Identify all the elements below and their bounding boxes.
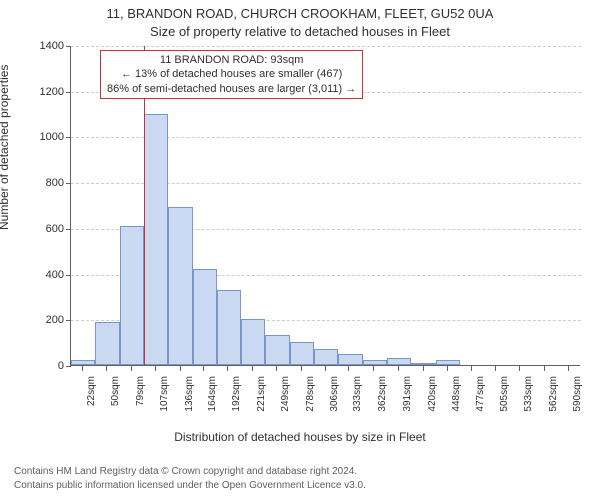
chart-title-address: 11, BRANDON ROAD, CHURCH CROOKHAM, FLEET… [0, 6, 600, 21]
annotation-box: 11 BRANDON ROAD: 93sqm ← 13% of detached… [100, 50, 363, 99]
histogram-bar [95, 322, 119, 365]
x-tick-mark [227, 366, 228, 371]
x-axis-label: Distribution of detached houses by size … [0, 430, 600, 444]
y-tick-label: 400 [24, 269, 64, 281]
x-tick-label: 221sqm [256, 376, 267, 436]
histogram-bar [144, 114, 168, 365]
histogram-bar [241, 319, 265, 365]
annotation-line3: 86% of semi-detached houses are larger (… [107, 82, 356, 96]
x-tick-mark [519, 366, 520, 371]
y-tick-mark [66, 320, 71, 321]
x-tick-label: 306sqm [329, 376, 340, 436]
histogram-bar [314, 349, 338, 365]
x-tick-label: 590sqm [572, 376, 583, 436]
histogram-bar [363, 360, 387, 365]
chart-container: 11, BRANDON ROAD, CHURCH CROOKHAM, FLEET… [0, 0, 600, 500]
histogram-bar [290, 342, 314, 365]
y-tick-label: 800 [24, 177, 64, 189]
x-tick-mark [325, 366, 326, 371]
histogram-bar [71, 360, 95, 365]
chart-title-description: Size of property relative to detached ho… [0, 24, 600, 39]
x-ticks: 22sqm50sqm79sqm107sqm136sqm164sqm192sqm2… [70, 366, 580, 426]
x-tick-label: 448sqm [451, 376, 462, 436]
x-tick-label: 420sqm [427, 376, 438, 436]
x-tick-mark [82, 366, 83, 371]
x-tick-mark [471, 366, 472, 371]
histogram-bar [193, 269, 217, 365]
x-tick-mark [447, 366, 448, 371]
x-tick-label: 391sqm [402, 376, 413, 436]
y-tick-label: 600 [24, 223, 64, 235]
histogram-bar [436, 360, 460, 365]
y-tick-label: 1200 [24, 86, 64, 98]
y-axis-label: Number of detached properties [0, 65, 11, 230]
y-tick-mark [66, 46, 71, 47]
y-tick-label: 1000 [24, 131, 64, 143]
histogram-bar [411, 363, 435, 365]
y-tick-label: 1400 [24, 40, 64, 52]
x-tick-label: 562sqm [548, 376, 559, 436]
x-tick-label: 249sqm [280, 376, 291, 436]
x-tick-label: 107sqm [159, 376, 170, 436]
gridline [71, 46, 581, 47]
x-tick-label: 50sqm [110, 376, 121, 436]
y-tick-label: 200 [24, 314, 64, 326]
x-tick-label: 333sqm [352, 376, 363, 436]
x-tick-mark [568, 366, 569, 371]
x-tick-label: 278sqm [305, 376, 316, 436]
y-tick-mark [66, 275, 71, 276]
x-tick-mark [423, 366, 424, 371]
y-tick-label: 0 [24, 360, 64, 372]
x-tick-mark [276, 366, 277, 371]
x-tick-label: 79sqm [135, 376, 146, 436]
annotation-line2: ← 13% of detached houses are smaller (46… [107, 67, 356, 81]
x-tick-mark [495, 366, 496, 371]
x-tick-label: 362sqm [377, 376, 388, 436]
x-tick-mark [203, 366, 204, 371]
x-tick-mark [106, 366, 107, 371]
x-tick-label: 505sqm [499, 376, 510, 436]
histogram-bar [338, 354, 362, 365]
x-tick-mark [544, 366, 545, 371]
histogram-bar [168, 207, 192, 365]
x-tick-mark [373, 366, 374, 371]
x-tick-mark [155, 366, 156, 371]
x-tick-mark [301, 366, 302, 371]
y-tick-mark [66, 229, 71, 230]
annotation-line1: 11 BRANDON ROAD: 93sqm [107, 53, 356, 67]
x-tick-label: 477sqm [475, 376, 486, 436]
footer-attribution: Contains HM Land Registry data © Crown c… [14, 465, 366, 492]
y-tick-mark [66, 183, 71, 184]
x-tick-label: 533sqm [523, 376, 534, 436]
x-tick-mark [348, 366, 349, 371]
x-tick-mark [398, 366, 399, 371]
x-tick-label: 136sqm [184, 376, 195, 436]
y-tick-mark [66, 92, 71, 93]
histogram-bar [217, 290, 241, 365]
footer-line1: Contains HM Land Registry data © Crown c… [14, 465, 366, 479]
x-tick-mark [180, 366, 181, 371]
histogram-bar [120, 226, 144, 365]
histogram-bar [387, 358, 411, 365]
x-tick-mark [131, 366, 132, 371]
footer-line2: Contains public information licensed und… [14, 479, 366, 493]
histogram-bar [265, 335, 289, 365]
y-tick-mark [66, 137, 71, 138]
x-tick-label: 164sqm [207, 376, 218, 436]
x-tick-label: 22sqm [86, 376, 97, 436]
x-tick-label: 192sqm [231, 376, 242, 436]
x-tick-mark [252, 366, 253, 371]
